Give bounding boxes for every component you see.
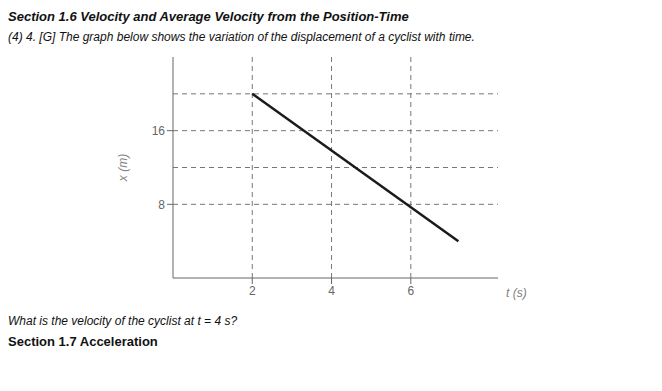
svg-text:6: 6 (407, 284, 414, 298)
svg-text:4: 4 (328, 284, 335, 298)
html-text:Section 1.7 Acceleration: Section 1.7 Acceleration (8, 334, 158, 349)
html-text:(4) 4. [G] The graph below sho: (4) 4. [G] The graph below shows the var… (8, 30, 475, 44)
svg-text:8: 8 (158, 198, 165, 212)
html-text:Section 1.6 Velocity and Avera: Section 1.6 Velocity and Average Velocit… (8, 9, 409, 24)
svg-text:t (s): t (s) (506, 286, 527, 300)
svg-text:16: 16 (152, 124, 166, 138)
svg-text:x (m): x (m) (116, 154, 130, 182)
svg-text:2: 2 (249, 284, 256, 298)
html-text:What is the velocity of the cy: What is the velocity of the cyclist at t… (8, 314, 238, 328)
